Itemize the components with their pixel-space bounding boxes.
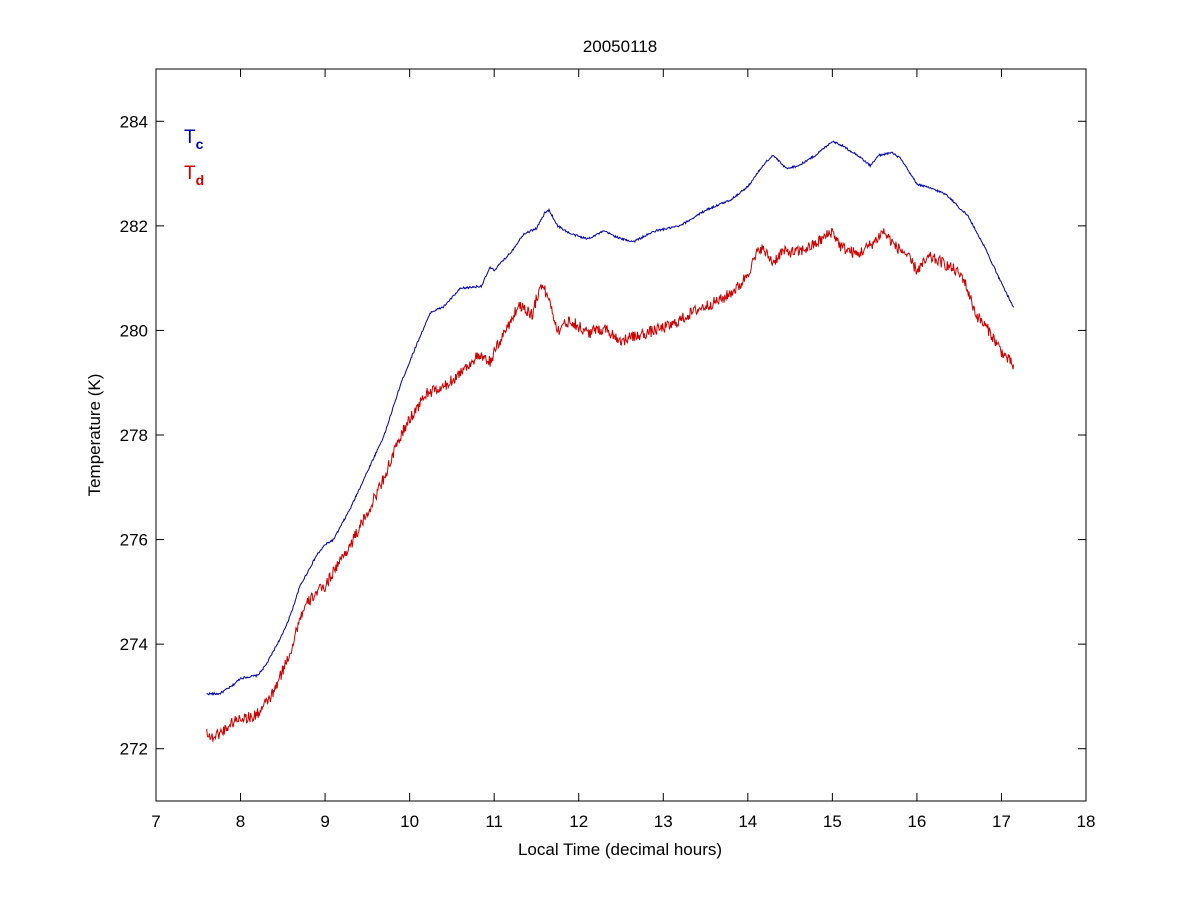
y-tick-label: 272 [120, 740, 148, 759]
series-line-td [206, 227, 1015, 742]
x-tick-label: 17 [992, 812, 1011, 831]
y-axis-title: Temperature (K) [85, 374, 104, 497]
chart-title: 20050118 [583, 37, 657, 56]
ticks-layer: 7 8 9 10 11 12 13 14 15 16 17 18 272 274 276 278 280 282 2… [120, 69, 1096, 831]
legend: Tc Td [184, 127, 204, 188]
y-tick-label: 278 [120, 426, 148, 445]
y-tick-label: 274 [120, 635, 148, 654]
y-tick-label: 282 [120, 217, 148, 236]
x-tick-label: 8 [236, 812, 245, 831]
legend-entry-td: Td [184, 163, 204, 188]
x-tick-label: 11 [485, 812, 503, 831]
x-tick-label: 13 [654, 812, 673, 831]
x-axis-title: Local Time (decimal hours) [518, 840, 722, 859]
x-tick-label: 7 [151, 812, 160, 831]
x-tick-label: 16 [907, 812, 926, 831]
legend-entry-tc: Tc [184, 127, 204, 152]
x-tick-label: 9 [320, 812, 329, 831]
x-tick-label: 12 [569, 812, 588, 831]
x-tick-label: 14 [738, 812, 757, 831]
series-layer [206, 140, 1015, 742]
series-line-tc [206, 140, 1015, 697]
y-tick-label: 276 [120, 531, 148, 550]
x-tick-label: 15 [823, 812, 842, 831]
y-tick-label: 284 [120, 112, 148, 131]
x-tick-label: 18 [1077, 812, 1096, 831]
y-tick-label: 280 [120, 321, 148, 340]
x-tick-label: 10 [400, 812, 419, 831]
